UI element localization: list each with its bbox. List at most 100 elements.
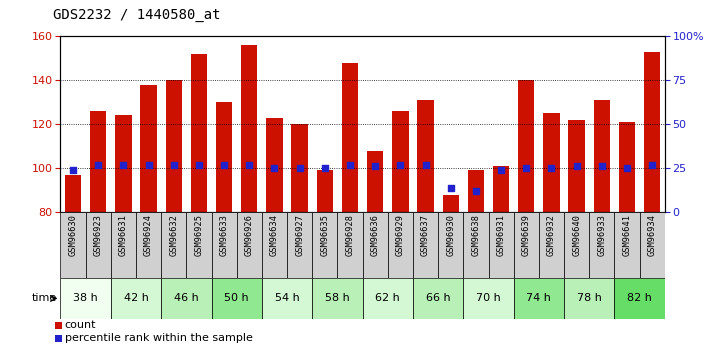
Bar (166, 80, 182, 212)
Bar (55, 335, 62, 342)
Point (168, 162, 179, 167)
Bar (292, 124, 308, 212)
Text: GSM96931: GSM96931 (496, 214, 506, 256)
Point (294, 165, 305, 171)
Text: GSM96641: GSM96641 (623, 214, 631, 256)
Point (646, 162, 658, 167)
Bar (594, 100, 610, 212)
Text: GSM96930: GSM96930 (447, 214, 455, 256)
Bar (312, 212, 338, 278)
Bar (136, 212, 161, 278)
Bar (262, 212, 287, 278)
Bar (367, 150, 383, 212)
Bar (488, 212, 514, 278)
Bar (640, 212, 665, 278)
Text: 58 h: 58 h (325, 294, 350, 303)
Text: GSM96927: GSM96927 (295, 214, 304, 256)
Bar (564, 278, 614, 319)
Bar (161, 278, 212, 319)
Bar (85, 212, 111, 278)
Text: 78 h: 78 h (577, 294, 602, 303)
Text: 42 h: 42 h (124, 294, 149, 303)
Text: GSM96633: GSM96633 (220, 214, 229, 256)
Bar (287, 212, 312, 278)
Text: percentile rank within the sample: percentile rank within the sample (65, 333, 252, 343)
Bar (363, 212, 387, 278)
Text: 38 h: 38 h (73, 294, 98, 303)
Bar (438, 212, 464, 278)
Bar (543, 113, 560, 212)
Bar (237, 212, 262, 278)
Text: GSM96640: GSM96640 (572, 214, 581, 256)
Point (445, 185, 456, 190)
Bar (514, 212, 539, 278)
Text: 54 h: 54 h (274, 294, 299, 303)
Point (596, 164, 607, 169)
Bar (212, 278, 262, 319)
Text: count: count (65, 321, 96, 330)
Text: GSM96638: GSM96638 (471, 214, 481, 256)
Bar (363, 278, 413, 319)
Bar (644, 52, 661, 212)
Text: GSM96634: GSM96634 (270, 214, 279, 256)
Bar (65, 175, 81, 212)
Bar (614, 212, 640, 278)
Point (520, 165, 532, 171)
Bar (115, 115, 132, 212)
Point (118, 162, 129, 167)
Bar (464, 212, 488, 278)
Text: GSM96925: GSM96925 (194, 214, 203, 256)
Point (68, 167, 79, 173)
Bar (60, 278, 111, 319)
Point (218, 162, 230, 167)
Bar (60, 212, 85, 278)
Bar (392, 111, 409, 212)
Text: 62 h: 62 h (375, 294, 400, 303)
Text: GSM96631: GSM96631 (119, 214, 128, 256)
Text: GSM96632: GSM96632 (169, 214, 178, 256)
Text: GSM96929: GSM96929 (396, 214, 405, 256)
Bar (55, 322, 62, 329)
Bar (442, 195, 459, 212)
Bar (342, 62, 358, 212)
Point (546, 165, 557, 171)
Text: GSM96636: GSM96636 (370, 214, 380, 256)
Bar (614, 278, 665, 319)
Bar (111, 212, 136, 278)
Bar (191, 54, 207, 212)
Point (571, 164, 582, 169)
Text: GSM96923: GSM96923 (94, 214, 102, 256)
Bar (216, 102, 232, 212)
Text: 74 h: 74 h (526, 294, 551, 303)
Bar (468, 170, 484, 212)
Point (420, 162, 432, 167)
Bar (90, 111, 107, 212)
Text: time: time (31, 294, 57, 303)
Text: 66 h: 66 h (426, 294, 451, 303)
Bar (569, 120, 585, 212)
Bar (312, 278, 363, 319)
Text: GSM96637: GSM96637 (421, 214, 430, 256)
Text: 82 h: 82 h (627, 294, 652, 303)
Bar (140, 85, 156, 212)
Text: GSM96926: GSM96926 (245, 214, 254, 256)
Bar (338, 212, 363, 278)
Bar (413, 278, 464, 319)
Text: GSM96639: GSM96639 (522, 214, 531, 256)
Bar (539, 212, 564, 278)
Point (621, 165, 633, 171)
Point (496, 167, 507, 173)
Bar (564, 212, 589, 278)
Bar (387, 212, 413, 278)
Text: 50 h: 50 h (225, 294, 249, 303)
Bar (619, 122, 635, 212)
Point (92, 162, 104, 167)
Text: GSM96635: GSM96635 (321, 214, 329, 256)
Point (370, 164, 381, 169)
Text: 46 h: 46 h (174, 294, 198, 303)
Point (395, 162, 406, 167)
Bar (493, 166, 509, 212)
Bar (267, 118, 283, 212)
Text: GSM96934: GSM96934 (648, 214, 657, 256)
Bar (514, 278, 564, 319)
